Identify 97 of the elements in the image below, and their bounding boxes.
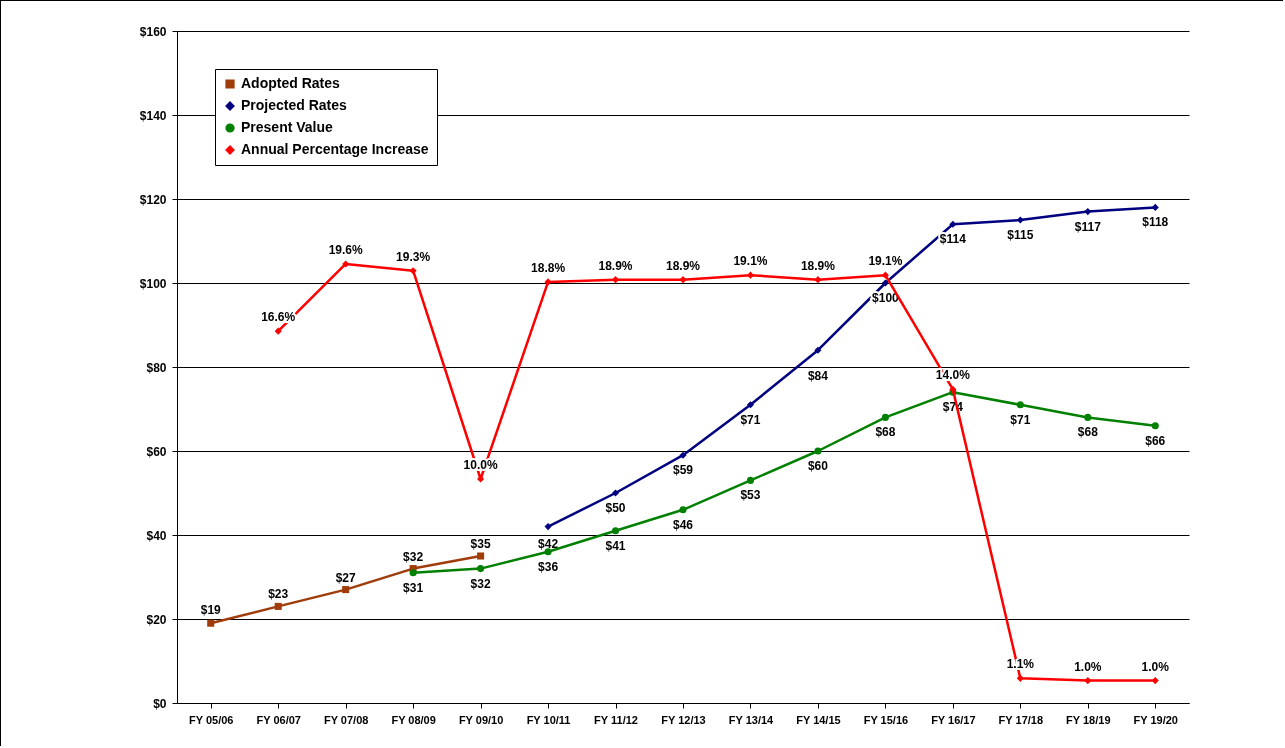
data-label: $84: [807, 369, 829, 383]
data-label: 19.1%: [733, 254, 768, 269]
data-label: $68: [875, 425, 896, 440]
data-label: $31: [403, 580, 424, 595]
data-label: $114: [939, 232, 967, 247]
data-label: $35: [470, 537, 491, 551]
point: [1084, 208, 1092, 216]
legend-label: Present Value: [241, 119, 334, 135]
y-tick-label: $100: [139, 276, 167, 291]
point: [1016, 674, 1024, 682]
y-tick-label: $20: [146, 612, 167, 627]
data-label: $19: [200, 603, 222, 617]
y-tick-label: $40: [146, 528, 167, 543]
x-tick-label: FY 17/18: [998, 713, 1044, 726]
point: [409, 569, 417, 577]
data-label: $32: [403, 549, 424, 564]
data-label: 19.1%: [868, 254, 903, 269]
data-label: $59: [672, 463, 694, 478]
x-tick-label: FY 11/12: [594, 713, 638, 726]
point: [612, 489, 620, 497]
data-label: 1.0%: [1141, 659, 1170, 674]
data-label: $71: [740, 412, 761, 427]
x-tick-label: FY 07/08: [323, 713, 369, 726]
data-label: $68: [1077, 425, 1099, 440]
legend-label: Projected Rates: [241, 97, 348, 113]
point: [1016, 401, 1024, 409]
x-tick-label: FY 05/06: [189, 713, 234, 726]
data-label: 18.9%: [800, 258, 836, 273]
x-tick-label: FY 14/15: [796, 713, 841, 726]
point: [612, 276, 620, 284]
data-label: $36: [538, 559, 559, 574]
point: [881, 413, 889, 421]
point: [746, 401, 754, 409]
x-tick-label: FY 13/14: [728, 713, 775, 726]
legend-label: Annual Percentage Increase: [241, 141, 429, 157]
point: [1084, 677, 1092, 685]
point: [746, 271, 754, 279]
point: [544, 523, 552, 531]
data-label: $41: [605, 538, 626, 553]
point: [612, 527, 620, 535]
point: [409, 267, 417, 275]
point: [949, 220, 957, 228]
point: [274, 602, 282, 610]
x-tick-label: FY 19/20: [1133, 713, 1178, 726]
data-label: $32: [470, 576, 491, 591]
y-tick-label: $120: [139, 192, 167, 207]
data-label: $115: [1007, 228, 1034, 242]
data-label: $118: [1142, 215, 1169, 230]
data-label: $60: [807, 459, 829, 473]
y-tick-label: $140: [139, 108, 167, 123]
point: [881, 279, 889, 287]
data-label: 1.0%: [1074, 659, 1102, 674]
point: [1151, 677, 1159, 685]
point: [746, 476, 754, 484]
point: [342, 586, 350, 594]
legend-label: Adopted Rates: [241, 75, 340, 91]
data-label: 19.6%: [328, 242, 364, 257]
data-label: 19.3%: [396, 249, 431, 264]
point: [679, 451, 687, 459]
x-tick-label: FY 15/16: [863, 713, 909, 726]
point: [477, 552, 485, 560]
data-label: $42: [538, 537, 559, 551]
data-label: 18.9%: [598, 258, 633, 273]
point: [679, 506, 687, 514]
x-tick-label: FY 09/10: [458, 713, 504, 726]
data-label: $23: [268, 587, 289, 602]
point: [814, 447, 822, 455]
point: [1151, 203, 1159, 211]
point: [814, 346, 822, 354]
data-label: $71: [1010, 412, 1031, 427]
x-tick-label: FY 08/09: [391, 713, 436, 726]
data-label: $50: [605, 501, 626, 515]
data-label: $66: [1145, 433, 1166, 448]
point: [814, 276, 822, 284]
x-tick-label: FY 06/07: [256, 713, 301, 726]
y-tick-label: $60: [146, 444, 167, 459]
y-tick-label: $80: [146, 360, 167, 375]
data-label: $53: [740, 488, 761, 503]
data-label: $27: [335, 570, 356, 585]
x-tick-label: FY 10/11: [526, 713, 571, 726]
point: [1151, 422, 1159, 430]
point: [679, 276, 687, 284]
y-tick-label: $0: [153, 696, 167, 711]
data-label: 18.8%: [531, 260, 566, 275]
x-tick-label: FY 16/17: [931, 713, 976, 726]
x-tick-label: FY 12/13: [661, 713, 706, 726]
data-label: 18.9%: [665, 258, 701, 273]
point: [544, 278, 552, 286]
y-tick-label: $160: [139, 24, 167, 39]
point: [207, 619, 215, 627]
point: [881, 271, 889, 279]
point: [477, 565, 485, 573]
data-label: $46: [672, 517, 694, 532]
point: [274, 327, 282, 335]
data-label: $117: [1074, 219, 1102, 234]
x-tick-label: FY 18/19: [1066, 713, 1111, 726]
point: [1084, 413, 1092, 421]
